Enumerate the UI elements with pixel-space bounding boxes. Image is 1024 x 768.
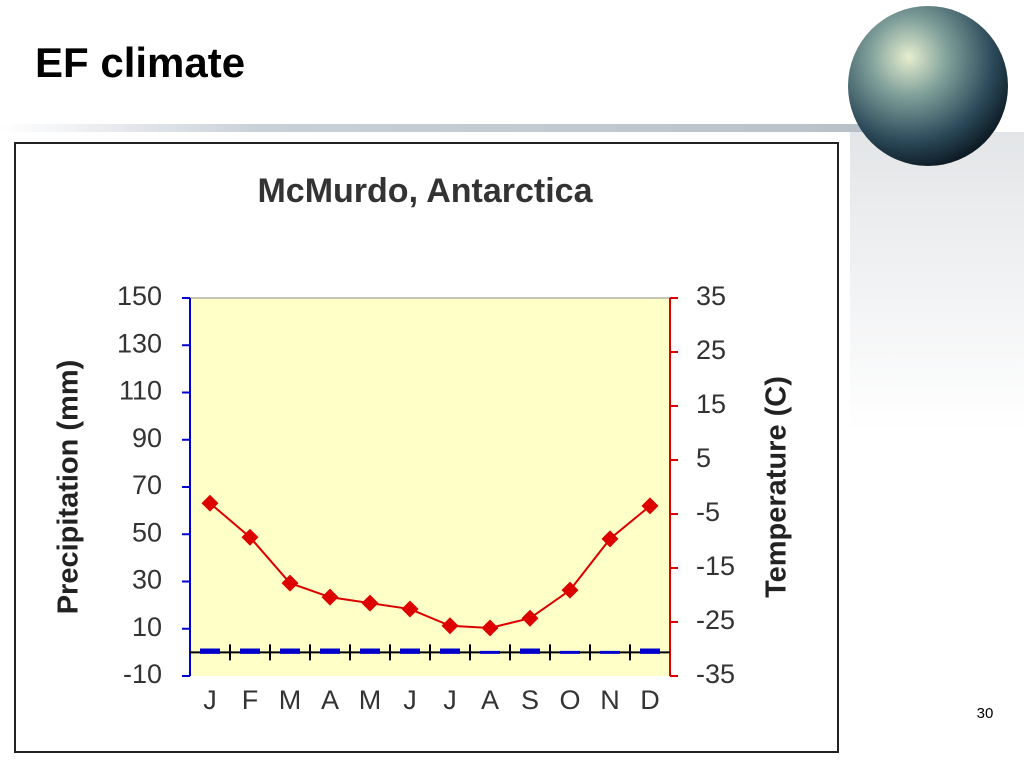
x-tick-label: N <box>600 685 620 715</box>
temperature-line <box>209 502 651 629</box>
temperature-marker <box>561 581 579 599</box>
y-tick-label: 130 <box>117 328 162 358</box>
temperature-marker <box>321 588 339 606</box>
y2-tick-label: -25 <box>696 605 735 635</box>
y-axis-label: Precipitation (mm) <box>53 360 85 615</box>
precipitation-bar <box>520 648 540 654</box>
precipitation-bar <box>240 648 260 654</box>
y2-tick-label: 5 <box>696 443 711 473</box>
x-tick-label: F <box>242 685 259 715</box>
y-tick-label: 90 <box>132 423 162 453</box>
temperature-marker <box>201 494 219 512</box>
chart-title: McMurdo, Antarctica <box>257 172 593 210</box>
shadow <box>850 132 1024 432</box>
x-tick-label: J <box>203 685 217 715</box>
slide-title: EF climate <box>35 39 245 86</box>
y-tick-label: 150 <box>117 281 162 311</box>
globe <box>848 6 1008 166</box>
precipitation-bar <box>200 648 220 654</box>
temperature-marker <box>441 617 459 635</box>
precipitation-bar <box>440 648 460 654</box>
x-tick-label: D <box>640 685 660 715</box>
x-tick-label: A <box>321 685 339 715</box>
temperature-marker <box>521 609 539 627</box>
y-tick-label: 30 <box>132 565 162 595</box>
precipitation-bar <box>560 650 580 654</box>
precipitation-bar <box>280 648 300 654</box>
y2-tick-label: 15 <box>696 389 726 419</box>
precipitation-bar <box>600 650 620 654</box>
plot: -10 10 30 50 70 90 110 130 150 -35 -25 -15 -5 5 15 25 35… <box>117 281 735 715</box>
x-tick-label: M <box>279 685 302 715</box>
y2-tick-label: -35 <box>696 659 735 689</box>
temperature-marker <box>241 528 259 546</box>
x-tick-label: J <box>443 685 457 715</box>
y-tick-label: 50 <box>132 517 162 547</box>
temperature-marker <box>401 600 419 618</box>
temperature-marker <box>281 574 299 592</box>
temperature-marker <box>601 530 619 548</box>
x-tick-label: A <box>481 685 499 715</box>
y2-tick-label: 25 <box>696 335 726 365</box>
y2-tick-label: -5 <box>696 497 720 527</box>
temperature-marker <box>361 594 379 612</box>
precipitation-bar <box>320 648 340 654</box>
x-tick-label: S <box>521 685 539 715</box>
y-tick-label: 110 <box>119 376 162 406</box>
x-tick-label: J <box>403 685 417 715</box>
header-rule <box>0 124 870 132</box>
precipitation-bar <box>400 648 420 654</box>
y-tick-label: 70 <box>132 470 162 500</box>
x-tick-label: M <box>359 685 382 715</box>
y2-tick-label: 35 <box>696 281 726 311</box>
x-tick-label: O <box>559 685 580 715</box>
page-number: 30 <box>977 705 994 722</box>
temperature-marker <box>641 497 659 515</box>
y2-axis-label: Temperature (C) <box>761 376 793 598</box>
y2-tick-label: -15 <box>696 551 735 581</box>
y-tick-label: 10 <box>132 612 162 642</box>
y-tick-label: -10 <box>123 659 162 689</box>
plot-area <box>190 298 670 676</box>
precipitation-bar <box>360 648 380 654</box>
precipitation-bar <box>640 648 660 654</box>
temperature-marker <box>481 619 499 637</box>
precipitation-bar <box>480 650 500 654</box>
